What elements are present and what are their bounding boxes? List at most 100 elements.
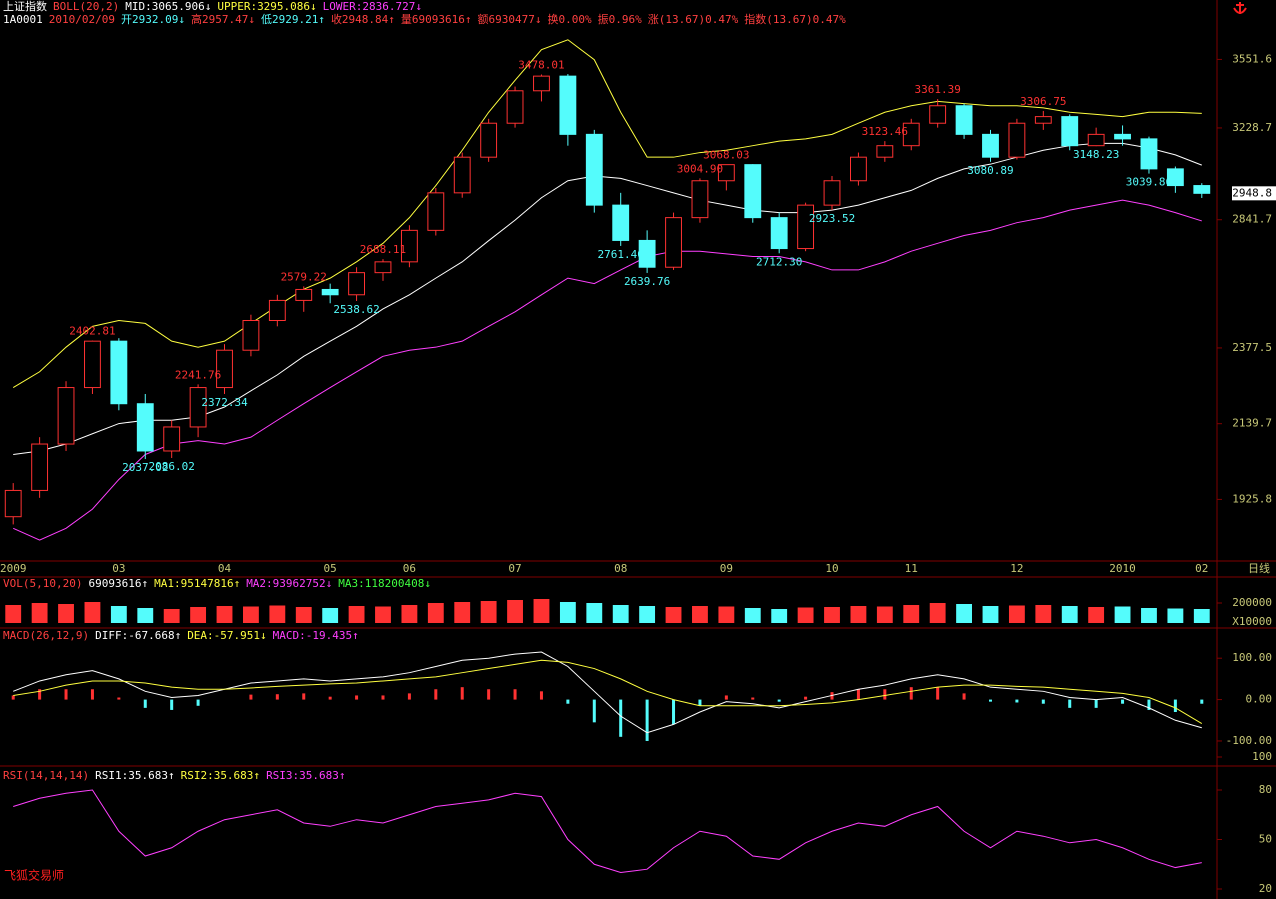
- indicator-label: 1A0001: [3, 13, 43, 26]
- indicator-label: UPPER:3295.086↓: [217, 0, 316, 13]
- indicator-label: 涨(13.67)0.47%: [648, 13, 739, 26]
- indicator-label: 量69093616↑: [401, 13, 472, 26]
- volume-bar: [771, 609, 788, 623]
- indicator-label: 开2932.09↓: [121, 13, 185, 26]
- low-label: 2538.62: [333, 303, 379, 316]
- high-label: 2402.81: [69, 325, 115, 338]
- last-price-box: [1232, 186, 1276, 201]
- candle-body: [850, 156, 867, 182]
- indicator-label: 额6930477↓: [478, 13, 542, 26]
- candle-body: [84, 340, 101, 389]
- low-label: 2372.34: [201, 396, 248, 409]
- volume-bar: [401, 605, 418, 623]
- period-label: 日线: [1248, 561, 1270, 575]
- candle-body: [189, 387, 207, 428]
- x-tick-label: 2009: [0, 562, 26, 575]
- y-tick-label: 1925.8: [1232, 492, 1272, 505]
- anchor-icon[interactable]: [1233, 2, 1247, 14]
- x-tick-label: 07: [508, 562, 521, 575]
- low-label: 2639.76: [624, 275, 670, 288]
- candle-body: [929, 105, 947, 124]
- y-tick-label: 2139.7: [1232, 417, 1272, 430]
- volume-bar: [427, 603, 444, 623]
- indicator-label: MACD:-19.435↑: [273, 629, 359, 642]
- x-tick-label: 11: [905, 562, 918, 575]
- indicator-label: RSI2:35.683↑: [181, 769, 260, 782]
- indicator-label: RSI3:35.683↑: [266, 769, 345, 782]
- indicator-label: RSI(14,14,14): [3, 769, 89, 782]
- candle-body: [665, 217, 682, 268]
- indicator-line: [13, 199, 1202, 541]
- x-tick-label: 09: [720, 562, 733, 575]
- x-tick-label: 2010: [1109, 562, 1136, 575]
- indicator-label: 69093616↑: [88, 577, 148, 590]
- candle-body: [1166, 168, 1184, 187]
- y-tick-label: 3228.7: [1232, 121, 1272, 134]
- high-label: 3306.75: [1020, 95, 1066, 108]
- volume-bar: [110, 606, 127, 623]
- candle-body: [717, 164, 735, 182]
- volume-bar: [559, 602, 576, 623]
- high-label: 2579.22: [281, 270, 327, 283]
- candle-body: [1061, 116, 1079, 147]
- volume-bar: [665, 607, 682, 623]
- indicator-label: 上证指数: [3, 0, 47, 13]
- candle-body: [4, 489, 22, 518]
- volume-bar: [929, 603, 946, 623]
- volume-bar: [269, 605, 286, 623]
- volume-bar: [1114, 606, 1131, 623]
- unit-label: X10000: [1232, 615, 1272, 628]
- candle-body: [691, 180, 709, 219]
- volume-bar: [137, 608, 154, 623]
- indicator-label: BOLL(20,2): [53, 0, 119, 13]
- high-label: 2241.76: [175, 368, 221, 381]
- indicator-label: MID:3065.906↓: [125, 0, 211, 13]
- low-label: 2761.40: [598, 248, 644, 261]
- volume-bar: [1088, 607, 1105, 623]
- last-price: 2948.8: [1232, 186, 1272, 199]
- candle-body: [533, 75, 550, 92]
- candle-body: [242, 319, 260, 351]
- indicator-label: VOL(5,10,20): [3, 577, 82, 590]
- volume-bar: [797, 607, 814, 623]
- candle-body: [400, 229, 418, 263]
- volume-bar: [612, 605, 629, 623]
- y-tick-label: 100.00: [1232, 651, 1272, 664]
- volume-bar: [744, 608, 761, 623]
- x-tick-label: 12: [1010, 562, 1023, 575]
- candle-body: [348, 272, 365, 296]
- x-tick-label: 05: [324, 562, 337, 575]
- volume-bar: [480, 601, 497, 623]
- volume-bar: [956, 604, 972, 623]
- candle-body: [480, 122, 498, 158]
- volume-bar: [824, 607, 840, 623]
- high-label: 3123.46: [862, 125, 908, 138]
- high-label: 3068.03: [703, 149, 749, 162]
- candle-body: [506, 90, 524, 124]
- x-tick-label: 02: [1195, 562, 1208, 575]
- y-tick-label: 80: [1259, 783, 1272, 796]
- high-label: 2688.11: [360, 243, 406, 256]
- indicator-line: [13, 142, 1202, 455]
- y-tick-label: 20: [1259, 882, 1272, 895]
- y-tick-label: 100: [1252, 750, 1272, 763]
- y-tick-label: 2841.7: [1232, 213, 1272, 226]
- indicator-label: LOWER:2836.727↓: [323, 0, 422, 13]
- indicator-label: MA2:93962752↓: [246, 577, 332, 590]
- candle-body: [955, 105, 973, 135]
- volume-bar: [1167, 608, 1184, 623]
- candle-body: [57, 387, 75, 445]
- candle-body: [163, 426, 181, 452]
- candle-body: [136, 403, 154, 452]
- volume-bar: [243, 606, 259, 623]
- candle-body: [1193, 185, 1211, 194]
- volume-bar: [533, 599, 550, 623]
- high-label: 3478.01: [518, 58, 564, 71]
- volume-bar: [1008, 605, 1025, 623]
- candle-body: [1114, 133, 1131, 140]
- indicator-line: [13, 789, 1202, 874]
- candle-body: [1140, 138, 1158, 170]
- volume-bar: [982, 606, 999, 623]
